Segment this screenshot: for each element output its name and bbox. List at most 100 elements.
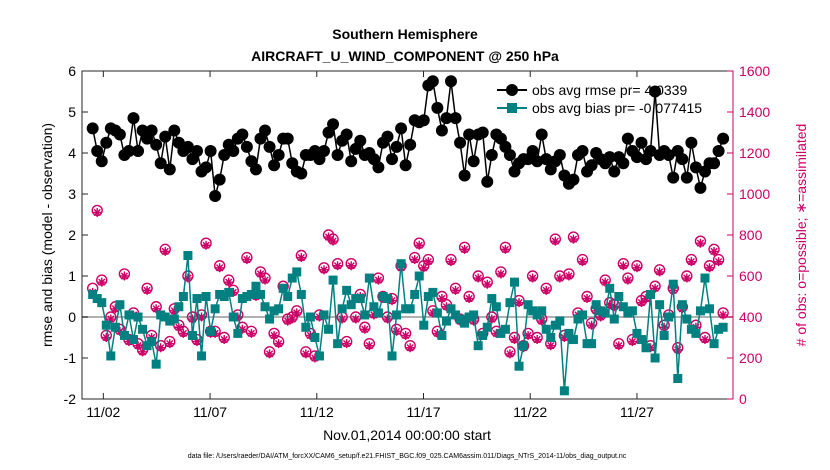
bias-point <box>546 333 556 342</box>
y-axis-label-left: rmse and bias (model - observation) <box>39 123 55 347</box>
rmse-point <box>200 161 213 174</box>
bias-point <box>478 330 488 340</box>
rmse-point <box>440 112 453 125</box>
bias-point <box>242 292 252 301</box>
bias-point <box>528 306 538 316</box>
obs-assimilated-point <box>201 240 211 250</box>
obs-assimilated-point <box>650 283 660 293</box>
obs-assimilated-point <box>646 343 656 353</box>
obs-assimilated-point <box>97 277 107 287</box>
obs-assimilated-point <box>700 335 710 345</box>
obs-assimilated-point <box>537 316 547 326</box>
rmse-point <box>712 144 725 157</box>
bias-point <box>609 314 619 324</box>
obs-assimilated-point <box>709 246 719 256</box>
bias-point <box>373 308 383 318</box>
rmse-point <box>635 136 648 149</box>
bias-series <box>88 251 728 396</box>
rmse-point <box>190 144 203 157</box>
bias-point <box>455 314 465 324</box>
rmse-point <box>630 151 643 164</box>
bias-point <box>151 359 161 369</box>
bias-point <box>691 328 701 338</box>
bias-point <box>337 304 347 314</box>
bias-point <box>119 330 129 340</box>
rmse-point <box>213 173 226 186</box>
obs-assimilated-point <box>632 263 642 273</box>
bias-point <box>147 337 157 347</box>
obs-assimilated-point <box>228 287 238 297</box>
obs-assimilated-point <box>410 255 420 265</box>
bias-point <box>632 328 642 338</box>
rmse-point <box>526 144 539 157</box>
bias-point <box>695 306 705 316</box>
obs-assimilated-point <box>319 265 329 275</box>
rmse-point <box>268 159 281 172</box>
obs-assimilated-point <box>310 353 320 363</box>
bias-point <box>246 289 256 299</box>
bias-point <box>673 374 683 383</box>
x-tick-label: 11/12 <box>300 404 334 420</box>
obs-assimilated-point <box>609 302 619 312</box>
rmse-point <box>218 149 231 162</box>
bias-point <box>392 310 402 320</box>
obs-assimilated-point <box>133 341 143 351</box>
rmse-point <box>259 124 272 137</box>
rmse-point <box>209 190 222 203</box>
obs-assimilated-point <box>550 236 560 246</box>
bias-point <box>310 333 320 342</box>
obs-assimilated-point <box>682 273 692 283</box>
bias-point <box>138 324 148 334</box>
obs-assimilated-point <box>274 339 284 349</box>
bias-point <box>509 277 519 287</box>
obs-assimilated-point <box>473 273 483 283</box>
bias-point <box>292 267 302 277</box>
bias-point <box>115 300 125 310</box>
bias-point <box>500 324 510 334</box>
bias-point <box>709 339 719 349</box>
bias-point <box>346 300 356 310</box>
bias-point <box>160 312 170 322</box>
bias-point <box>555 316 565 326</box>
obs-assimilated-point <box>705 263 715 273</box>
rmse-point <box>481 175 494 188</box>
rmse-point <box>159 130 172 143</box>
y-tick-label-right: 600 <box>739 268 763 284</box>
legend-bias-marker <box>507 103 517 113</box>
rmse-point <box>585 159 598 172</box>
obs-assimilated-point <box>509 335 519 345</box>
y-tick-label-left: 4 <box>68 145 76 161</box>
obs-assimilated-point <box>124 337 134 347</box>
bias-point <box>156 310 166 320</box>
rmse-point <box>227 144 240 157</box>
obs-assimilated-point <box>559 333 569 342</box>
bias-point <box>278 283 288 293</box>
bias-point <box>192 294 202 304</box>
obs-assimilated-point <box>165 339 175 349</box>
bias-point <box>274 304 284 314</box>
bias-point <box>618 302 628 312</box>
obs-assimilated-point <box>469 316 479 326</box>
rmse-point <box>435 124 448 137</box>
rmse-point <box>327 118 340 131</box>
bias-point <box>201 292 211 301</box>
bias-point <box>369 302 379 312</box>
obs-assimilated-point <box>283 316 293 326</box>
bias-point <box>251 281 261 291</box>
rmse-point <box>644 144 657 157</box>
rmse-point <box>649 85 662 98</box>
bias-point <box>718 322 728 332</box>
bias-point <box>582 339 592 349</box>
bias-point <box>623 308 633 318</box>
obs-assimilated-point <box>423 257 433 267</box>
bias-point <box>532 310 542 320</box>
rmse-point <box>249 163 262 176</box>
obs-assimilated-point <box>441 302 451 312</box>
bias-point <box>541 324 551 334</box>
bias-point <box>174 302 184 312</box>
bias-point <box>700 273 710 283</box>
x-tick-label: 11/22 <box>513 404 547 420</box>
x-tick-label: 11/27 <box>620 404 654 420</box>
obs-assimilated-point <box>305 330 315 340</box>
bias-point <box>269 306 279 316</box>
